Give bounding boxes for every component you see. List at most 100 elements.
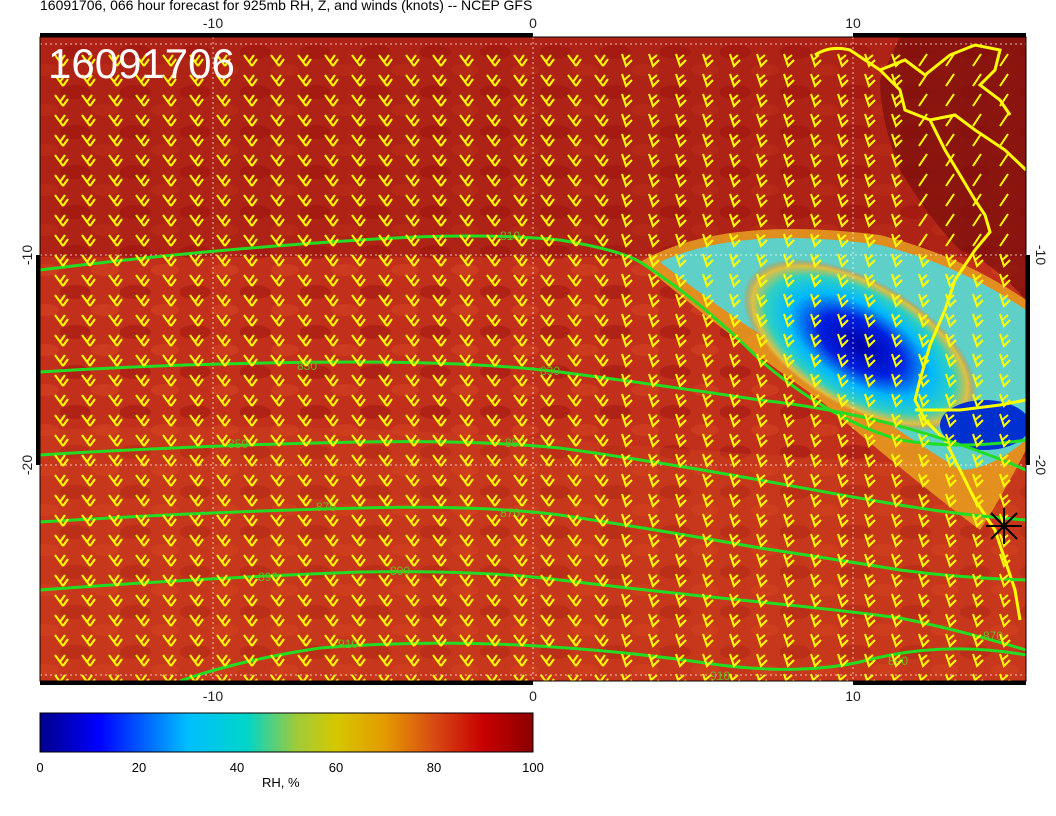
wind-barb-icon (243, 414, 258, 427)
wind-barb-icon (378, 354, 393, 367)
wind-barb-icon (675, 173, 687, 188)
wind-barb-icon (891, 53, 903, 68)
wind-barb-icon (162, 474, 177, 487)
wind-barb-icon (135, 254, 150, 267)
location-marker-icon (986, 508, 1022, 544)
wind-barb-icon (243, 334, 258, 347)
wind-barb-icon (513, 194, 528, 207)
wind-barb-icon (54, 534, 69, 547)
wind-barb-icon (756, 373, 768, 388)
wind-barb-icon (432, 374, 447, 387)
wind-barb-icon (486, 634, 501, 647)
wind-barb-icon (432, 74, 447, 87)
wind-barb-icon (216, 354, 231, 367)
wind-barb-icon (162, 274, 177, 287)
wind-barb-icon (567, 314, 582, 327)
wind-barb-icon (270, 514, 285, 527)
wind-barb-icon (297, 74, 312, 87)
wind-barb-icon (270, 294, 285, 307)
wind-barb-icon (972, 353, 984, 368)
wind-barb-icon (405, 494, 420, 507)
wind-barb-icon (675, 493, 687, 508)
wind-barb-icon (135, 394, 150, 407)
wind-barb-icon (216, 494, 231, 507)
wind-barb-icon (378, 134, 393, 147)
wind-barb-icon (270, 174, 285, 187)
wind-barb-icon (729, 253, 741, 268)
wind-barb-icon (945, 73, 955, 87)
wind-barb-icon (432, 614, 447, 627)
x-tick-bottom: 10 (845, 688, 861, 704)
wind-barb-icon (810, 213, 822, 228)
wind-barb-icon (243, 474, 258, 487)
wind-barb-icon (216, 594, 231, 607)
wind-barb-icon (297, 114, 312, 127)
wind-barb-icon (297, 634, 312, 647)
wind-barb-icon (459, 274, 474, 287)
wind-barb-icon (486, 134, 501, 147)
wind-barb-icon (324, 314, 339, 327)
wind-barb-icon (702, 93, 714, 108)
wind-barb-icon (783, 593, 795, 608)
wind-barb-icon (621, 273, 633, 288)
wind-barb-icon (135, 434, 150, 447)
wind-barb-icon (135, 114, 150, 127)
wind-barb-icon (702, 113, 714, 128)
wind-barb-icon (432, 554, 447, 567)
wind-barb-icon (972, 193, 982, 207)
wind-barb-icon (918, 553, 930, 568)
wind-barb-icon (810, 413, 822, 428)
wind-barb-icon (459, 114, 474, 127)
wind-barb-icon (945, 153, 955, 167)
wind-barb-icon (972, 233, 982, 247)
wind-barb-icon (540, 354, 555, 367)
wind-barb-icon (432, 314, 447, 327)
wind-barb-icon (729, 53, 741, 68)
wind-barb-icon (486, 434, 501, 447)
wind-barb-icon (405, 334, 420, 347)
wind-barb-icon (864, 433, 876, 448)
wind-barb-icon (702, 293, 714, 308)
wind-barb-icon (243, 554, 258, 567)
wind-barb-icon (513, 334, 528, 347)
wind-barb-icon (891, 353, 903, 368)
wind-barb-icon (270, 314, 285, 327)
wind-barb-icon (702, 333, 714, 348)
wind-barb-icon (162, 394, 177, 407)
wind-barb-icon (972, 673, 984, 681)
wind-barb-icon (297, 174, 312, 187)
wind-barb-icon (999, 353, 1011, 368)
wind-barb-icon (324, 654, 339, 667)
wind-barb-icon (432, 214, 447, 227)
wind-barb-icon (702, 413, 714, 428)
wind-barb-icon (405, 474, 420, 487)
wind-barb-icon (567, 454, 582, 467)
wind-barb-icon (432, 94, 447, 107)
wind-barb-icon (675, 133, 687, 148)
rh-field (40, 37, 1026, 681)
wind-barb-icon (891, 273, 903, 288)
wind-barb-icon (324, 494, 339, 507)
wind-barb-icon (351, 454, 366, 467)
wind-barb-icon (540, 194, 555, 207)
wind-barb-icon (108, 314, 123, 327)
wind-barb-icon (675, 653, 687, 668)
wind-barb-icon (783, 113, 795, 128)
wind-barb-icon (81, 414, 96, 427)
wind-barb-icon (162, 554, 177, 567)
wind-barb-icon (81, 614, 96, 627)
contour-label: 830 (540, 364, 560, 378)
wind-barb-icon (702, 493, 714, 508)
wind-barb-icon (351, 274, 366, 287)
wind-barb-icon (486, 474, 501, 487)
wind-barb-icon (621, 553, 633, 568)
wind-barb-icon (243, 254, 258, 267)
wind-barb-icon (594, 394, 609, 407)
wind-barb-icon (108, 554, 123, 567)
wind-barb-icon (864, 673, 876, 681)
wind-barb-icon (216, 454, 231, 467)
wind-barb-icon (702, 73, 714, 88)
wind-barb-icon (783, 273, 795, 288)
wind-barb-icon (216, 274, 231, 287)
wind-barb-icon (891, 293, 903, 308)
